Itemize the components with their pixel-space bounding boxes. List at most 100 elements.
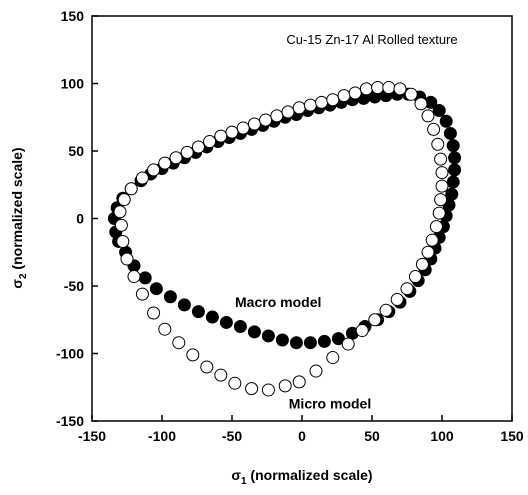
point	[421, 109, 435, 123]
point	[124, 182, 138, 196]
point	[382, 81, 396, 95]
point	[434, 152, 448, 166]
point	[371, 81, 385, 95]
point	[408, 270, 422, 284]
point	[214, 129, 228, 143]
point	[149, 282, 163, 296]
point	[205, 310, 219, 324]
point	[113, 205, 127, 219]
point	[432, 104, 446, 117]
point	[275, 333, 289, 347]
point	[120, 252, 134, 266]
subscript: 2	[18, 273, 29, 279]
point	[289, 336, 303, 350]
point	[446, 139, 460, 153]
point	[191, 305, 205, 319]
point	[303, 336, 317, 350]
point	[355, 324, 369, 338]
annotation: Macro model	[235, 294, 321, 310]
point	[172, 336, 186, 350]
x-tick-label: -150	[78, 428, 106, 444]
point	[435, 166, 449, 180]
point	[278, 379, 292, 393]
point	[245, 382, 259, 396]
point	[203, 135, 217, 149]
point	[431, 137, 445, 151]
point	[191, 140, 205, 154]
point	[281, 105, 295, 119]
point	[228, 376, 242, 390]
point	[116, 234, 130, 248]
point	[400, 282, 414, 296]
point	[158, 322, 172, 336]
subscript: 1	[241, 476, 247, 487]
point	[446, 175, 460, 189]
point	[414, 97, 428, 111]
point	[177, 298, 191, 312]
point	[432, 206, 446, 220]
point	[309, 364, 323, 378]
point	[443, 126, 457, 140]
point	[214, 368, 228, 382]
point	[180, 145, 194, 159]
point	[158, 156, 172, 170]
point	[331, 332, 345, 346]
point	[425, 233, 439, 247]
point	[315, 95, 329, 109]
point	[368, 313, 382, 327]
point	[393, 82, 407, 96]
point	[163, 290, 177, 304]
point	[200, 360, 214, 374]
symbol: σ	[231, 467, 241, 483]
point	[379, 303, 393, 317]
annotation: Cu-15 Zn-17 Al Rolled texture	[286, 32, 457, 47]
x-tick-label: 150	[500, 428, 524, 444]
x-tick-label: 100	[430, 428, 454, 444]
label-text: (normalized scale)	[247, 467, 373, 483]
point	[138, 271, 152, 285]
x-tick-label: 50	[364, 428, 380, 444]
y-tick-label: -50	[64, 278, 84, 294]
point	[147, 306, 161, 320]
point	[359, 82, 373, 96]
point	[427, 122, 441, 136]
y-tick-label: 0	[76, 211, 84, 227]
point	[219, 315, 233, 329]
y-tick-label: 50	[68, 143, 84, 159]
point	[117, 193, 131, 207]
point	[326, 351, 340, 365]
point	[270, 109, 284, 123]
x-axis-label: σ1 (normalized scale)	[231, 467, 372, 487]
point	[292, 101, 306, 115]
point	[434, 193, 448, 207]
point	[186, 348, 200, 362]
x-tick-label: 0	[298, 428, 306, 444]
y-tick-label: 100	[61, 76, 85, 92]
point	[114, 218, 128, 232]
x-tick-label: -100	[148, 428, 176, 444]
point	[169, 151, 183, 165]
y-tick-label: -100	[56, 346, 84, 362]
point	[236, 121, 250, 135]
point	[247, 325, 261, 339]
point	[127, 270, 141, 284]
point	[261, 329, 275, 343]
point	[429, 220, 443, 234]
point	[261, 383, 275, 397]
point	[421, 245, 435, 259]
symbol: σ	[9, 279, 25, 289]
point	[337, 89, 351, 103]
y-tick-label: 150	[61, 8, 85, 24]
point	[439, 114, 453, 128]
point	[448, 163, 462, 177]
point	[404, 87, 418, 101]
point	[303, 98, 317, 112]
label-text: (normalized scale)	[9, 147, 25, 273]
point	[415, 257, 429, 271]
point	[326, 93, 340, 107]
point	[247, 117, 261, 131]
point	[225, 125, 239, 139]
x-tick-label: -50	[222, 428, 242, 444]
annotation: Micro model	[289, 395, 371, 411]
